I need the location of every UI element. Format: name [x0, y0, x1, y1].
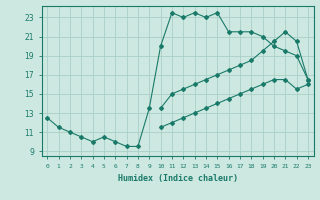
X-axis label: Humidex (Indice chaleur): Humidex (Indice chaleur)	[118, 174, 237, 183]
